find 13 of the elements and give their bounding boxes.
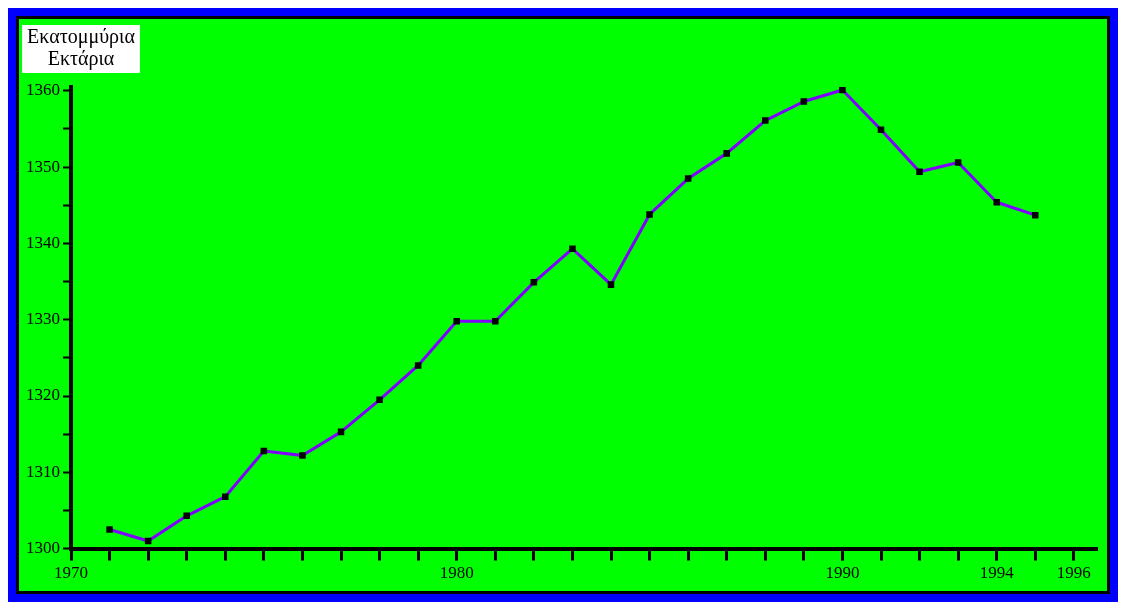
x-tick-label: 1980 <box>439 563 474 583</box>
y-tick-label: 1350 <box>26 156 60 176</box>
y-tick-label: 1330 <box>26 309 60 329</box>
y-tick-label: 1340 <box>26 232 60 252</box>
y-tick-label: 1300 <box>26 538 60 558</box>
x-tick-label: 1994 <box>979 563 1015 583</box>
x-tick-label: 1970 <box>54 563 88 583</box>
y-axis-title: Εκατομμύρια Εκτάρια <box>27 25 136 71</box>
y-tick-label: 1360 <box>26 80 60 100</box>
y-tick-label: 1310 <box>26 461 60 481</box>
y-tick-label: 1320 <box>26 385 60 405</box>
x-tick-label: 1996 <box>1056 563 1091 583</box>
x-tick-label: 1990 <box>825 563 860 583</box>
